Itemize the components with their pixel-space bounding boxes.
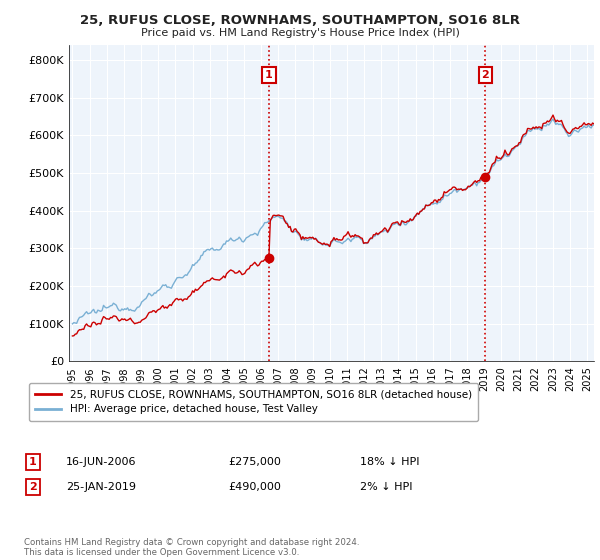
Text: 16-JUN-2006: 16-JUN-2006	[66, 457, 137, 467]
Text: £490,000: £490,000	[228, 482, 281, 492]
Text: 25, RUFUS CLOSE, ROWNHAMS, SOUTHAMPTON, SO16 8LR: 25, RUFUS CLOSE, ROWNHAMS, SOUTHAMPTON, …	[80, 14, 520, 27]
Text: 2: 2	[29, 482, 37, 492]
Legend: 25, RUFUS CLOSE, ROWNHAMS, SOUTHAMPTON, SO16 8LR (detached house), HPI: Average : 25, RUFUS CLOSE, ROWNHAMS, SOUTHAMPTON, …	[29, 383, 478, 421]
Text: 25-JAN-2019: 25-JAN-2019	[66, 482, 136, 492]
Text: Contains HM Land Registry data © Crown copyright and database right 2024.
This d: Contains HM Land Registry data © Crown c…	[24, 538, 359, 557]
Text: 2% ↓ HPI: 2% ↓ HPI	[360, 482, 413, 492]
Text: 2: 2	[482, 70, 489, 80]
Text: Price paid vs. HM Land Registry's House Price Index (HPI): Price paid vs. HM Land Registry's House …	[140, 28, 460, 38]
Text: £275,000: £275,000	[228, 457, 281, 467]
Text: 18% ↓ HPI: 18% ↓ HPI	[360, 457, 419, 467]
Text: 1: 1	[29, 457, 37, 467]
Text: 1: 1	[265, 70, 273, 80]
